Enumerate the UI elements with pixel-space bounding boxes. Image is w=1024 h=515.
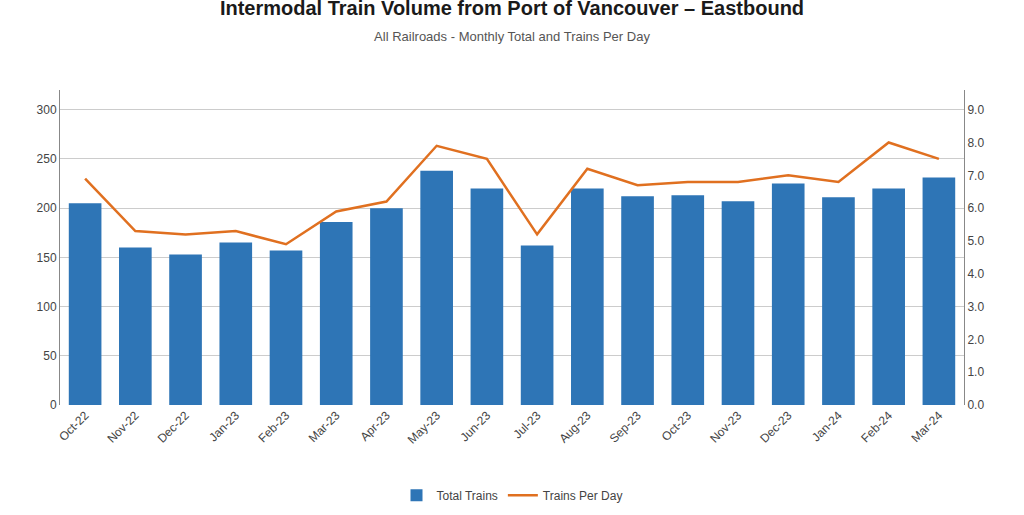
svg-text:Jan-24: Jan-24 <box>809 408 845 444</box>
svg-text:1.0: 1.0 <box>967 365 984 379</box>
svg-text:300: 300 <box>37 103 57 117</box>
svg-text:250: 250 <box>37 152 57 166</box>
svg-text:Intermodal Train Volume from P: Intermodal Train Volume from Port of Van… <box>220 0 804 44</box>
svg-text:Jul-23: Jul-23 <box>510 408 543 441</box>
svg-text:Oct-22: Oct-22 <box>56 408 92 444</box>
svg-text:Total Trains: Total Trains <box>437 489 498 503</box>
svg-text:Nov-22: Nov-22 <box>104 408 141 445</box>
svg-text:Feb-23: Feb-23 <box>256 408 293 445</box>
svg-text:7.0: 7.0 <box>967 169 984 183</box>
svg-text:Mar-24: Mar-24 <box>908 408 945 445</box>
svg-text:Aug-23: Aug-23 <box>556 408 593 445</box>
svg-text:Dec-22: Dec-22 <box>155 408 192 445</box>
svg-text:9.0: 9.0 <box>967 103 984 117</box>
svg-text:3.0: 3.0 <box>967 300 984 314</box>
svg-text:0: 0 <box>50 398 57 412</box>
svg-text:4.0: 4.0 <box>967 267 984 281</box>
svg-text:2.0: 2.0 <box>967 333 984 347</box>
svg-text:Jan-23: Jan-23 <box>206 408 242 444</box>
svg-text:Dec-23: Dec-23 <box>757 408 794 445</box>
svg-text:5.0: 5.0 <box>967 234 984 248</box>
svg-text:Trains Per Day: Trains Per Day <box>543 489 623 503</box>
svg-text:100: 100 <box>37 300 57 314</box>
svg-text:6.0: 6.0 <box>967 201 984 215</box>
svg-text:Apr-23: Apr-23 <box>357 408 393 444</box>
svg-text:8.0: 8.0 <box>967 136 984 150</box>
svg-text:Mar-23: Mar-23 <box>306 408 343 445</box>
svg-text:May-23: May-23 <box>405 408 443 446</box>
svg-text:Sep-23: Sep-23 <box>607 408 644 445</box>
svg-text:0.0: 0.0 <box>967 398 984 412</box>
svg-text:Oct-23: Oct-23 <box>659 408 695 444</box>
svg-text:150: 150 <box>37 251 57 265</box>
svg-text:50: 50 <box>43 349 57 363</box>
svg-text:200: 200 <box>37 201 57 215</box>
svg-text:Nov-23: Nov-23 <box>707 408 744 445</box>
svg-text:Jun-23: Jun-23 <box>457 408 493 444</box>
svg-text:Feb-24: Feb-24 <box>858 408 895 445</box>
